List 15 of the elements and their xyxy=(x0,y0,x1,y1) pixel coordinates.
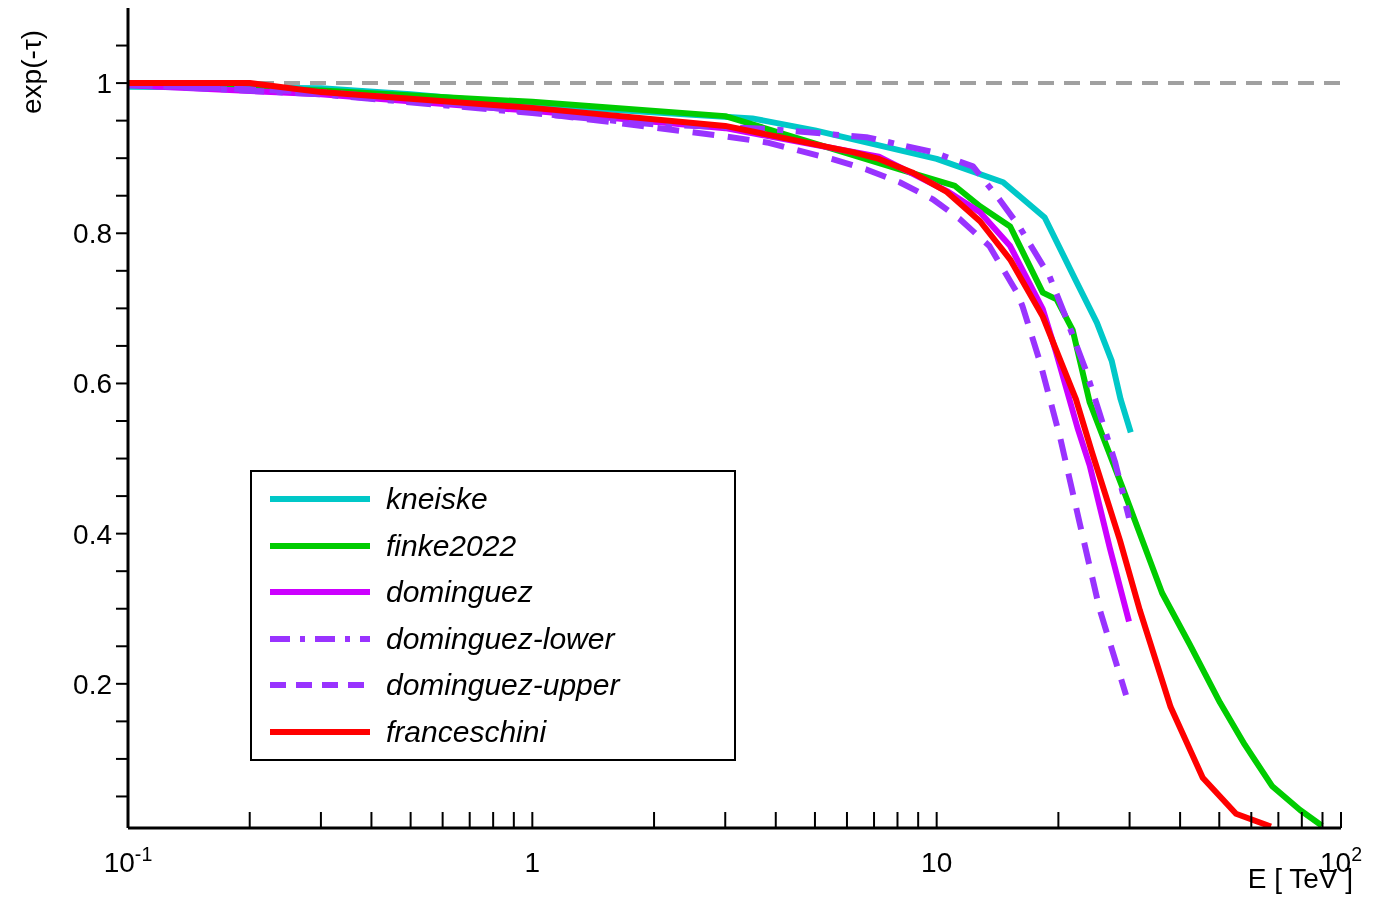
y-tick-label: 0.4 xyxy=(73,518,112,550)
y-tick-label: 0.6 xyxy=(73,368,112,400)
legend-label: dominguez-lower xyxy=(386,621,615,656)
x-tick-label: 1 xyxy=(524,847,541,878)
legend-label: dominguez xyxy=(386,575,533,610)
x-tick-label: 10 xyxy=(921,847,953,878)
y-tick-label: 0.2 xyxy=(73,668,112,700)
legend-label: franceschini xyxy=(386,714,547,749)
legend-label: dominguez-upper xyxy=(386,668,620,703)
y-tick-label: 0.8 xyxy=(73,218,112,250)
legend-label: kneiske xyxy=(386,482,488,517)
x-tick-label: 10$^{-1}$ xyxy=(103,843,153,878)
y-tick-label: 1 xyxy=(96,68,112,100)
y-axis-title: exp(-τ) xyxy=(15,29,48,114)
legend-label: finke2022 xyxy=(386,528,517,563)
